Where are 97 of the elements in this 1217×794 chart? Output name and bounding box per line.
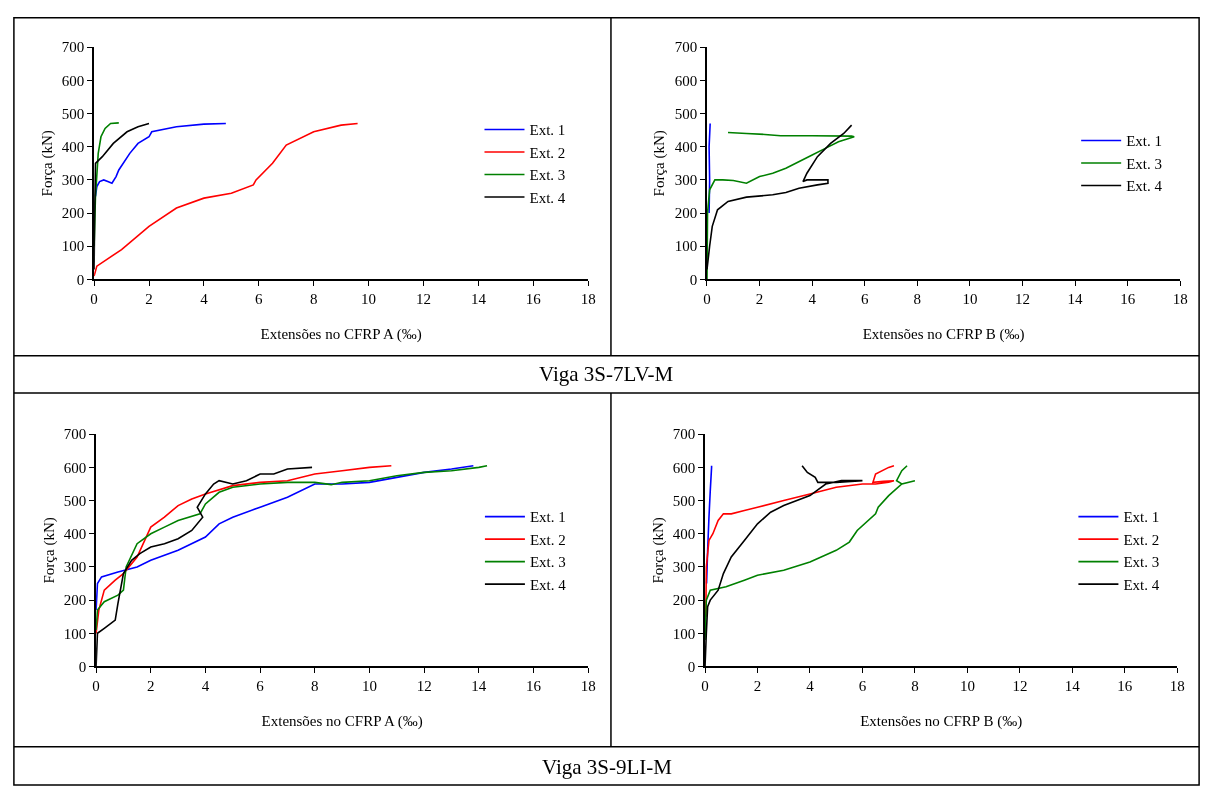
legend-label: Ext. 4 [1126,178,1163,195]
y-tick-label: 700 [63,426,87,443]
y-tick-label: 200 [674,205,698,222]
x-axis-title: Extensões no CFRP A (‰) [260,325,422,343]
x-tick-label: 18 [580,291,596,308]
x-tick-label: 10 [962,291,978,308]
x-tick-label: 0 [701,678,709,695]
y-tick-label: 100 [674,238,698,255]
y-tick-label: 300 [672,559,696,576]
x-tick-label: 6 [861,291,870,308]
legend-label: Ext. 1 [529,122,566,139]
legend-label: Ext. 3 [529,167,566,184]
x-tick-label: 10 [361,291,377,308]
x-tick-label: 12 [415,291,431,308]
x-tick-label: 14 [470,291,487,308]
x-tick-label: 6 [256,678,265,695]
x-tick-label: 14 [471,678,487,695]
y-tick-label: 600 [63,459,87,476]
x-tick-label: 10 [959,678,975,695]
x-tick-label: 12 [416,678,432,695]
y-axis-title: Força (kN) [40,517,58,584]
y-tick-label: 600 [672,459,696,476]
x-tick-label: 14 [1067,291,1084,308]
x-tick-label: 18 [1169,678,1185,695]
y-tick-label: 0 [689,271,698,288]
x-tick-label: 16 [1117,678,1133,695]
y-tick-label: 700 [674,39,698,56]
legend-label: Ext. 1 [529,509,566,526]
text: Viga 3S-7LV-M [539,362,674,386]
text: Viga 3S-9LI-M [542,755,673,779]
y-tick-label: 300 [674,172,698,189]
y-tick-label: 700 [61,39,85,56]
y-tick-label: 300 [61,172,85,189]
legend-label: Ext. 3 [1126,155,1163,172]
x-tick-label: 4 [200,291,209,308]
x-tick-label: 14 [1064,678,1081,695]
x-tick-label: 0 [703,291,711,308]
y-tick-label: 100 [63,625,87,642]
legend-label: Ext. 2 [1123,531,1160,548]
x-tick-label: 2 [753,678,762,695]
x-tick-label: 18 [1172,291,1188,308]
legend-label: Ext. 2 [529,144,566,161]
x-tick-label: 12 [1015,291,1031,308]
legend-label: Ext. 4 [529,189,566,206]
x-axis-title: Extensões no CFRP B (‰) [862,325,1025,343]
x-tick-label: 12 [1012,678,1028,695]
y-tick-label: 400 [672,526,696,542]
x-tick-label: 8 [309,291,318,308]
y-axis-title: Força (kN) [651,130,669,197]
x-tick-label: 0 [92,678,100,695]
x-tick-label: 16 [526,678,542,695]
y-tick-label: 600 [61,72,85,89]
y-tick-label: 200 [63,592,87,609]
x-tick-label: 8 [311,678,319,695]
y-tick-label: 500 [63,492,87,509]
legend-label: Ext. 3 [529,554,566,571]
y-tick-label: 100 [672,625,696,642]
y-tick-label: 0 [687,658,696,675]
x-tick-label: 2 [145,291,153,308]
y-tick-label: 600 [674,72,698,89]
x-tick-label: 8 [911,678,919,695]
x-tick-label: 6 [255,291,264,308]
legend-label: Ext. 3 [1123,554,1160,571]
y-axis-title: Força (kN) [38,130,56,197]
legend-label: Ext. 2 [529,531,566,548]
y-tick-label: 500 [674,105,698,122]
x-tick-label: 4 [808,291,817,308]
x-tick-label: 4 [201,678,210,695]
legend-label: Ext. 1 [1126,133,1163,150]
legend-label: Ext. 1 [1123,509,1160,526]
y-tick-label: 0 [76,271,85,288]
y-tick-label: 200 [672,592,696,609]
y-axis-title: Força (kN) [649,517,667,584]
y-tick-label: 400 [61,138,85,155]
x-tick-label: 16 [1120,291,1136,308]
y-tick-label: 0 [78,658,87,675]
legend-label: Ext. 4 [529,576,567,593]
y-tick-label: 400 [63,526,87,542]
y-tick-label: 400 [674,138,698,155]
x-tick-label: 2 [755,291,764,308]
x-axis-title: Extensões no CFRP B (‰) [860,712,1023,730]
y-tick-label: 500 [61,105,85,122]
x-tick-label: 8 [913,291,922,308]
x-tick-label: 6 [858,678,867,695]
y-tick-label: 200 [61,205,85,222]
x-tick-label: 4 [806,678,815,695]
x-tick-label: 0 [90,291,98,308]
x-tick-label: 16 [525,291,542,308]
y-tick-label: 500 [672,492,696,509]
x-tick-label: 10 [361,678,377,695]
y-tick-label: 700 [672,426,696,443]
x-tick-label: 2 [147,678,155,695]
y-tick-label: 300 [63,559,87,576]
legend-label: Ext. 4 [1123,576,1160,593]
y-tick-label: 100 [61,238,85,255]
x-axis-title: Extensões no CFRP A (‰) [261,712,423,730]
x-tick-label: 18 [580,678,596,695]
